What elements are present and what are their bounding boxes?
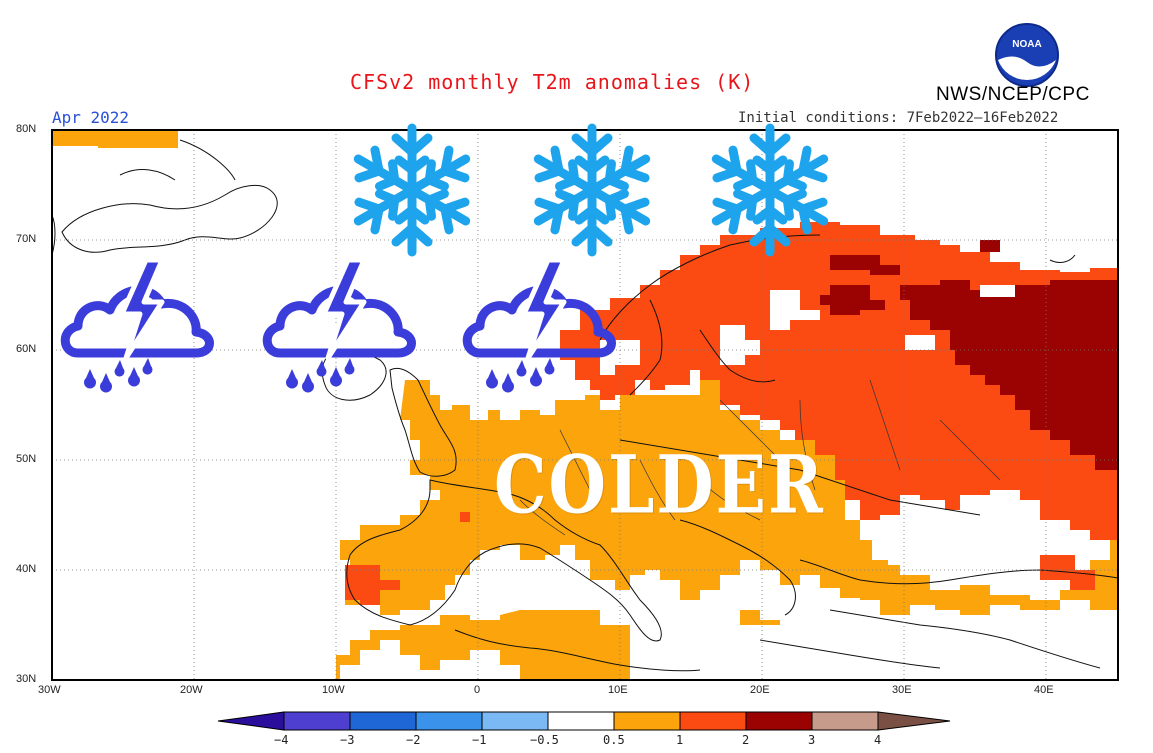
lon-label: 30E bbox=[892, 684, 912, 696]
colorbar-label: −4 bbox=[274, 733, 289, 747]
colorbar-segment bbox=[547, 711, 615, 731]
map-frame bbox=[51, 129, 1119, 681]
colorbar-segment bbox=[217, 711, 285, 731]
chart-title: CFSv2 monthly T2m anomalies (K) bbox=[350, 70, 755, 94]
colorbar-label: −0.5 bbox=[530, 733, 559, 747]
lat-label: 60N bbox=[16, 343, 37, 355]
noaa-logo: NOAA bbox=[994, 22, 1060, 88]
colorbar-label: −3 bbox=[340, 733, 355, 747]
colorbar-segment bbox=[349, 711, 417, 731]
colorbar-label: 0.5 bbox=[603, 733, 625, 747]
colorbar-segment bbox=[283, 711, 351, 731]
colorbar-segment bbox=[877, 711, 951, 731]
forecast-month: Apr 2022 bbox=[52, 108, 130, 127]
lat-label: 70N bbox=[16, 233, 37, 245]
lon-label: 0 bbox=[474, 684, 481, 696]
lat-label: 30N bbox=[16, 673, 37, 685]
colorbar bbox=[217, 711, 951, 731]
country-borders bbox=[519, 379, 1001, 536]
lat-label: 50N bbox=[16, 453, 37, 465]
lon-label: 20E bbox=[750, 684, 770, 696]
colorbar-segment bbox=[679, 711, 747, 731]
lat-label: 40N bbox=[16, 563, 37, 575]
colorbar-label: −1 bbox=[472, 733, 487, 747]
lat-label: 80N bbox=[16, 123, 37, 135]
colorbar-segment bbox=[613, 711, 681, 731]
lon-label: 30W bbox=[38, 684, 61, 696]
lon-label: 40E bbox=[1034, 684, 1054, 696]
colorbar-label: 4 bbox=[874, 733, 882, 747]
colorbar-segment bbox=[415, 711, 483, 731]
agency-label: NWS/NCEP/CPC bbox=[936, 84, 1090, 105]
initial-conditions: Initial conditions: 7Feb2022—16Feb2022 bbox=[738, 110, 1059, 126]
lon-label: 10E bbox=[608, 684, 628, 696]
colder-overlay-text: COLDER bbox=[494, 438, 825, 532]
anomaly-shading bbox=[52, 130, 1118, 680]
colorbar-label: 3 bbox=[808, 733, 816, 747]
colorbar-segment bbox=[745, 711, 813, 731]
svg-text:NOAA: NOAA bbox=[1012, 39, 1041, 50]
lon-label: 20W bbox=[180, 684, 203, 696]
colorbar-segment bbox=[481, 711, 549, 731]
coastlines bbox=[51, 139, 1119, 672]
colorbar-label: 2 bbox=[742, 733, 750, 747]
lon-label: 10W bbox=[322, 684, 345, 696]
colorbar-segment bbox=[811, 711, 879, 731]
colorbar-label: −2 bbox=[406, 733, 421, 747]
colorbar-label: 1 bbox=[676, 733, 684, 747]
